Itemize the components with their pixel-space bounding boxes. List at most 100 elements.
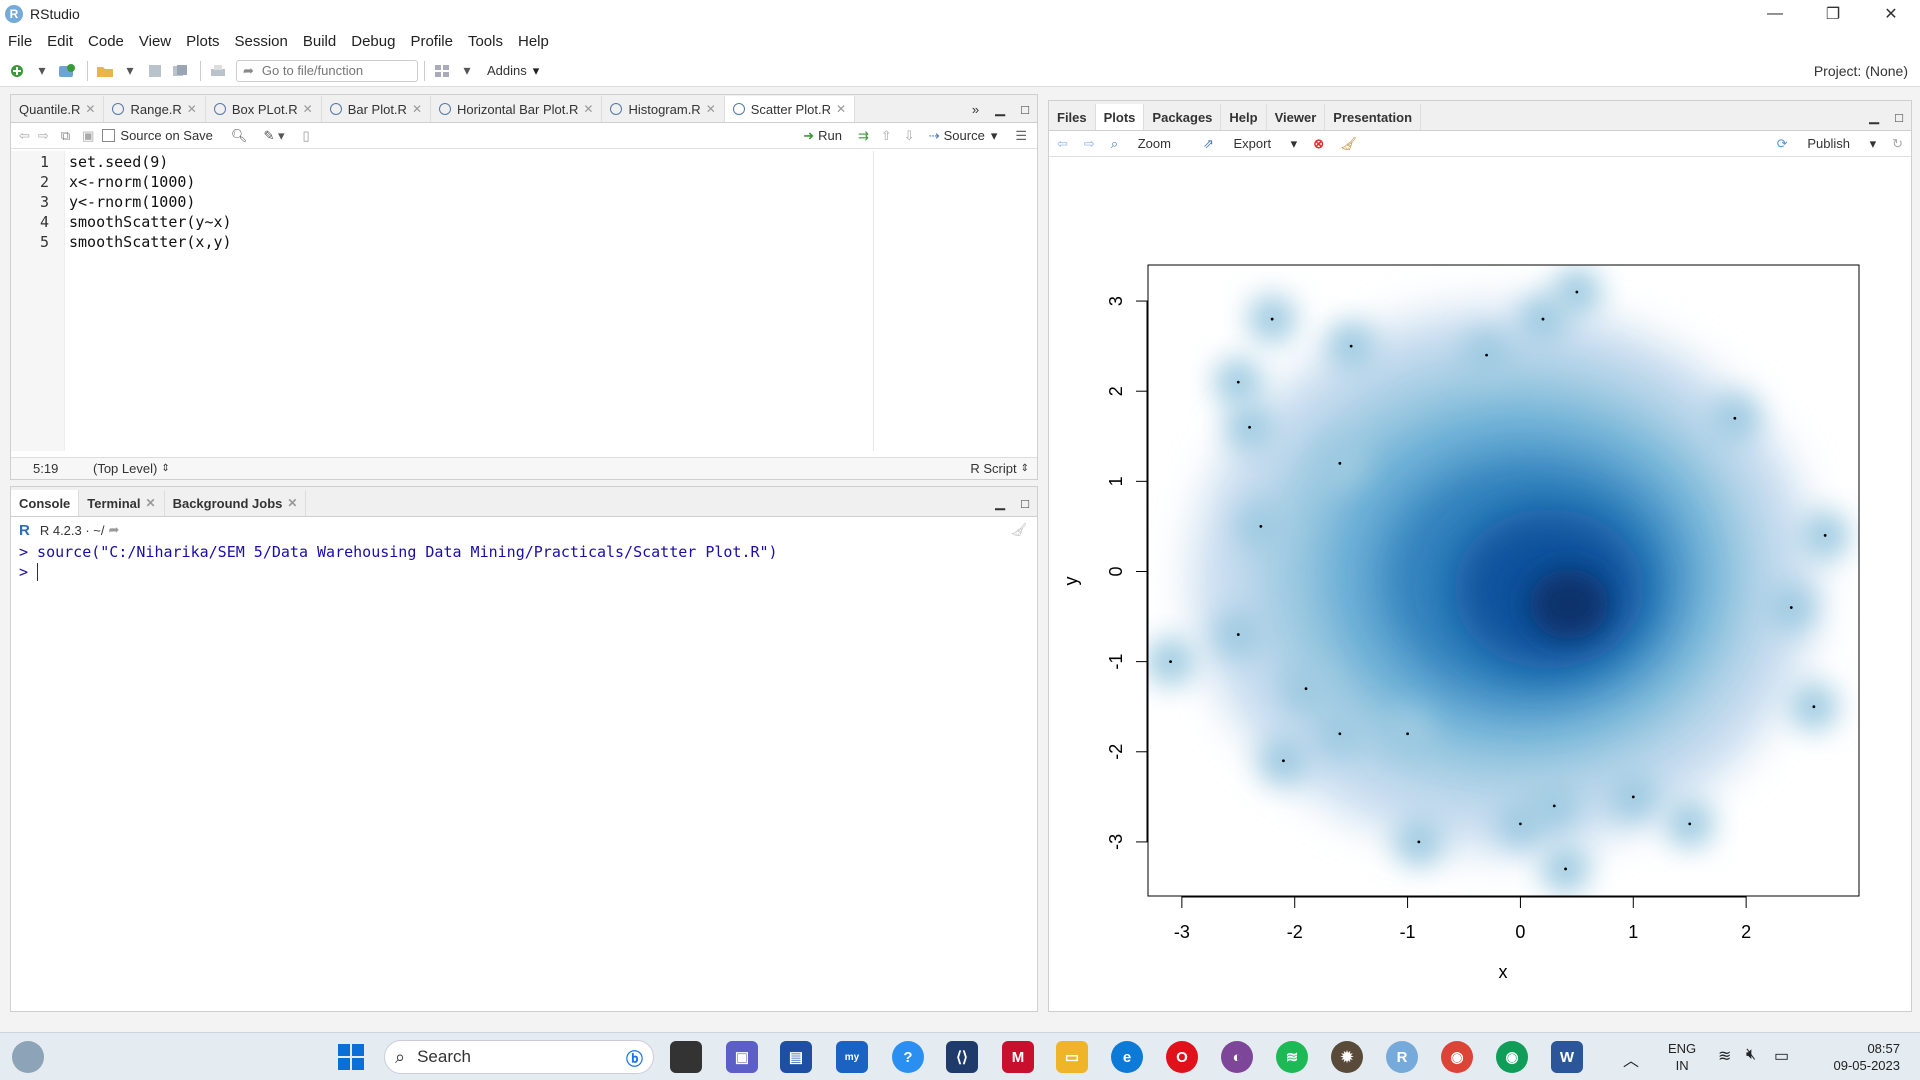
mylp-icon[interactable]: my bbox=[836, 1041, 868, 1073]
tab-console[interactable]: Console bbox=[11, 490, 80, 516]
menu-code[interactable]: Code bbox=[88, 33, 124, 50]
windows-start-icon[interactable] bbox=[335, 1041, 367, 1073]
spotify-icon[interactable]: ≋ bbox=[1276, 1041, 1308, 1073]
tab-range[interactable]: Range.R ✕ bbox=[104, 96, 206, 122]
close-icon[interactable]: ✕ bbox=[835, 102, 847, 116]
rstudio-taskbar-icon[interactable]: R bbox=[1386, 1041, 1418, 1073]
addins-menu[interactable]: Addins bbox=[487, 63, 527, 78]
search-icon[interactable]: 🔍︎ bbox=[230, 127, 248, 143]
tab-files[interactable]: Files bbox=[1049, 104, 1096, 130]
minimize-button[interactable]: — bbox=[1767, 5, 1783, 22]
minimize-pane-icon[interactable]: ▁ bbox=[995, 101, 1006, 116]
opera-icon[interactable]: O bbox=[1166, 1041, 1198, 1073]
source-button[interactable]: Source bbox=[943, 128, 985, 143]
save-icon[interactable] bbox=[144, 60, 166, 82]
chevron-down-icon[interactable]: ▾ bbox=[532, 62, 540, 78]
maximize-button[interactable]: ❐ bbox=[1825, 6, 1841, 23]
broom-icon[interactable]: 🧹︎ bbox=[1340, 135, 1357, 151]
battery-icon[interactable]: ▭ bbox=[1774, 1048, 1790, 1065]
tab-help[interactable]: Help bbox=[1221, 104, 1267, 130]
open-file-icon[interactable] bbox=[94, 60, 116, 82]
down-arrow-icon[interactable]: ⇩ bbox=[903, 127, 915, 143]
task-view-icon[interactable] bbox=[670, 1041, 702, 1073]
tab-scatter-plot[interactable]: Scatter Plot.R ✕ bbox=[724, 96, 856, 122]
menu-plots[interactable]: Plots bbox=[186, 33, 220, 50]
language-indicator[interactable]: ENG IN bbox=[1668, 1040, 1696, 1074]
grid-layout-icon[interactable] bbox=[431, 60, 453, 82]
source-on-save-checkbox[interactable] bbox=[102, 129, 116, 142]
chevron-down-icon[interactable]: ▾ bbox=[463, 62, 471, 78]
run-button[interactable]: Run bbox=[818, 128, 842, 143]
file-type-selector[interactable]: R Script bbox=[970, 461, 1017, 476]
goto-file-input[interactable]: ➦ Go to file/function bbox=[236, 59, 418, 82]
rerun-icon[interactable]: ⇉ bbox=[857, 127, 869, 143]
save-icon[interactable]: ▣ bbox=[82, 127, 95, 143]
chevron-updown-icon[interactable]: ⇕ bbox=[1020, 463, 1029, 474]
zoom-button[interactable]: ⌕ Zoom bbox=[1111, 136, 1187, 152]
close-icon[interactable]: ✕ bbox=[287, 496, 298, 510]
word-icon[interactable]: W bbox=[1551, 1041, 1583, 1073]
menu-view[interactable]: View bbox=[138, 33, 172, 50]
volume-muted-icon[interactable]: 🔇︎ bbox=[1746, 1046, 1757, 1063]
magic-wand-icon[interactable]: ✎ ▾ bbox=[263, 127, 285, 143]
menu-help[interactable]: Help bbox=[518, 33, 549, 50]
project-menu[interactable]: Project: (None) bbox=[1813, 63, 1908, 79]
new-project-icon[interactable] bbox=[56, 60, 78, 82]
tab-box-plot[interactable]: Box PLot.R ✕ bbox=[206, 96, 322, 122]
publish-button[interactable]: ⟳ Publish ▾ bbox=[1776, 135, 1877, 151]
outline-icon[interactable]: ☰ bbox=[1015, 127, 1027, 143]
chevron-updown-icon[interactable]: ⇕ bbox=[161, 463, 170, 474]
help-icon[interactable]: ? bbox=[892, 1041, 924, 1073]
close-icon[interactable]: ✕ bbox=[583, 102, 594, 116]
code-editor[interactable]: 1 2 3 4 5 set.seed(9) x<-rnorm(1000) y<-… bbox=[11, 151, 874, 451]
file-explorer-icon[interactable]: ▭ bbox=[1056, 1041, 1088, 1073]
tab-presentation[interactable]: Presentation bbox=[1325, 104, 1422, 130]
tab-bar-plot[interactable]: Bar Plot.R ✕ bbox=[322, 96, 431, 122]
menu-edit[interactable]: Edit bbox=[47, 33, 74, 50]
chrome-profile-icon[interactable]: ◉ bbox=[1441, 1041, 1473, 1073]
compile-report-icon[interactable]: ▯ bbox=[302, 127, 310, 143]
teams-icon[interactable]: ▣ bbox=[726, 1041, 758, 1073]
maximize-pane-icon[interactable]: □ bbox=[1895, 109, 1903, 125]
save-all-icon[interactable] bbox=[169, 60, 191, 82]
tab-packages[interactable]: Packages bbox=[1144, 104, 1222, 130]
close-icon[interactable]: ✕ bbox=[85, 102, 96, 116]
chevron-down-icon[interactable]: ▾ bbox=[126, 62, 134, 78]
chevron-down-icon[interactable]: ▾ bbox=[990, 127, 998, 143]
goto-directory-icon[interactable]: ➦ bbox=[108, 522, 120, 537]
close-icon[interactable]: ✕ bbox=[705, 102, 716, 116]
forward-arrow-icon[interactable]: ⇨ bbox=[1083, 135, 1095, 151]
vscode-icon[interactable]: ⟨⟩ bbox=[946, 1041, 978, 1073]
wifi-icon[interactable]: ≋ bbox=[1718, 1048, 1732, 1065]
maximize-pane-icon[interactable]: □ bbox=[1021, 101, 1029, 117]
menu-build[interactable]: Build bbox=[302, 33, 337, 50]
tab-histogram[interactable]: Histogram.R ✕ bbox=[602, 96, 725, 122]
close-button[interactable]: ✕ bbox=[1884, 6, 1898, 23]
scope-selector[interactable]: (Top Level) bbox=[93, 461, 158, 476]
console-prompt[interactable]: > bbox=[19, 563, 1037, 581]
back-arrow-icon[interactable]: ⇦ bbox=[19, 127, 30, 143]
store-icon[interactable]: ▤ bbox=[780, 1041, 812, 1073]
close-icon[interactable]: ✕ bbox=[186, 102, 197, 116]
clear-console-icon[interactable]: 🧹︎ bbox=[1010, 522, 1027, 537]
more-tabs-icon[interactable]: » bbox=[971, 101, 980, 117]
menu-file[interactable]: File bbox=[8, 33, 33, 50]
export-button[interactable]: ⇗ Export ▾ bbox=[1202, 135, 1298, 151]
menu-debug[interactable]: Debug bbox=[351, 33, 396, 50]
new-file-icon[interactable] bbox=[6, 60, 28, 82]
game-icon[interactable]: ✹ bbox=[1331, 1041, 1363, 1073]
maximize-pane-icon[interactable]: □ bbox=[1021, 495, 1029, 511]
tab-terminal[interactable]: Terminal ✕ bbox=[79, 490, 165, 516]
minimize-pane-icon[interactable]: ▁ bbox=[1869, 109, 1880, 124]
tab-plots[interactable]: Plots bbox=[1095, 104, 1145, 130]
close-icon[interactable]: ✕ bbox=[145, 496, 156, 510]
clock[interactable]: 08:57 09-05-2023 bbox=[1810, 1040, 1901, 1074]
forward-arrow-icon[interactable]: ⇨ bbox=[37, 127, 49, 143]
taskbar-search-input[interactable]: ⌕ Search ⓑ bbox=[384, 1040, 654, 1074]
chevron-down-icon[interactable]: ▾ bbox=[38, 62, 46, 78]
back-arrow-icon[interactable]: ⇦ bbox=[1057, 135, 1068, 151]
print-icon[interactable] bbox=[207, 60, 229, 82]
widgets-icon[interactable] bbox=[12, 1041, 44, 1073]
minimize-pane-icon[interactable]: ▁ bbox=[995, 495, 1006, 510]
close-icon[interactable]: ✕ bbox=[302, 102, 313, 116]
